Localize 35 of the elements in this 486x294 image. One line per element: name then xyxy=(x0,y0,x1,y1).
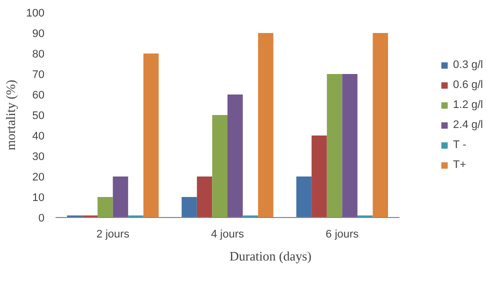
bar xyxy=(372,33,388,218)
bar xyxy=(212,115,228,218)
y-tick-label: 100 xyxy=(26,8,45,20)
legend-label: T - xyxy=(453,138,468,150)
bar xyxy=(196,176,212,218)
legend-label: 1.2 g/l xyxy=(453,98,483,110)
bar xyxy=(143,54,159,218)
y-tick-label: 80 xyxy=(32,48,45,60)
y-tick-label: 30 xyxy=(32,151,45,163)
y-tick-label: 70 xyxy=(32,69,45,81)
legend-label: 0.6 g/l xyxy=(453,78,483,90)
legend-label: T+ xyxy=(453,158,468,170)
y-tick-label: 60 xyxy=(32,90,45,102)
y-tick-label: 10 xyxy=(32,192,45,204)
bar xyxy=(296,176,312,218)
y-tick-label: 40 xyxy=(32,130,45,142)
bar xyxy=(112,176,128,218)
bar xyxy=(228,94,243,218)
bar xyxy=(312,136,327,218)
x-axis-title: Duration (days) xyxy=(230,248,312,264)
bar xyxy=(182,197,197,218)
y-tick-label: 50 xyxy=(32,110,45,122)
bar xyxy=(326,74,342,218)
y-axis-title: mortality (%) xyxy=(3,80,18,150)
bar xyxy=(258,33,274,218)
x-tick-label: 2 jours xyxy=(96,228,130,240)
legend-label: 2.4 g/l xyxy=(453,118,483,130)
bar xyxy=(342,74,358,218)
bar xyxy=(98,197,113,218)
y-tick-label: 0 xyxy=(38,212,45,224)
x-tick-label: 4 jours xyxy=(210,228,245,240)
y-tick-label: 20 xyxy=(32,172,45,184)
x-tick-label: 6 jours xyxy=(326,228,360,240)
legend-label: 0.3 g/l xyxy=(453,58,483,70)
y-tick-label: 90 xyxy=(32,28,45,40)
